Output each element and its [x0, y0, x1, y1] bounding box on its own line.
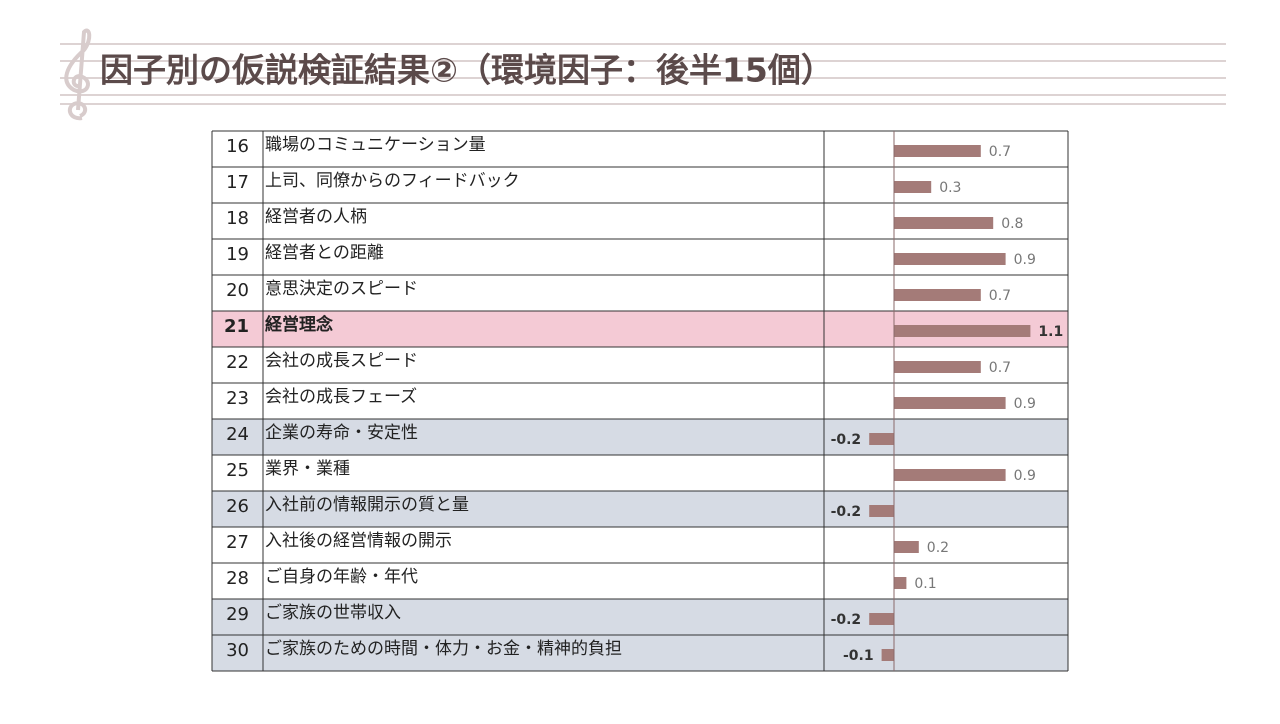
row-number: 30 [226, 640, 249, 661]
value-label: 0.9 [1014, 396, 1036, 412]
row-label: ご家族の世帯収入 [265, 603, 401, 623]
bar [894, 181, 932, 193]
row-background [212, 599, 1068, 635]
bar [894, 361, 981, 373]
row-number: 18 [226, 208, 249, 229]
value-label: -0.1 [843, 648, 874, 664]
row-number: 28 [226, 568, 249, 589]
bar [881, 649, 894, 661]
value-label: -0.2 [831, 432, 862, 448]
row-label: 経営理念 [265, 314, 333, 335]
value-label: 0.7 [989, 288, 1011, 304]
bar [894, 469, 1006, 481]
row-background [212, 635, 1068, 671]
value-label: 0.2 [927, 540, 949, 556]
value-label: -0.2 [831, 612, 862, 628]
row-label: ご自身の年齢・年代 [265, 567, 418, 587]
row-number: 22 [226, 352, 249, 373]
row-label: 経営者の人柄 [265, 207, 367, 227]
value-label: 0.8 [1001, 216, 1023, 232]
value-label: 1.1 [1038, 324, 1063, 340]
table: 16 職場のコミュニケーション量 0.7 17 上司、同僚からのフィードバック 0.3 18… [211, 130, 1069, 672]
row-label: ご家族のための時間・体力・お金・精神的負担 [265, 639, 622, 659]
row-label: 企業の寿命・安定性 [265, 423, 418, 443]
row-number: 19 [226, 244, 249, 265]
row-label: 会社の成長フェーズ [265, 387, 417, 407]
bar [894, 145, 981, 157]
row-label: 会社の成長スピード [265, 351, 418, 371]
bar [894, 577, 907, 589]
row-label: 経営者との距離 [265, 243, 384, 263]
row-number: 27 [226, 532, 249, 553]
row-label: 業界・業種 [265, 459, 350, 479]
bar [894, 289, 981, 301]
bar [869, 433, 894, 445]
row-number: 24 [226, 424, 249, 445]
row-number: 23 [226, 388, 249, 409]
bar [894, 541, 919, 553]
clef-icon [64, 28, 92, 121]
row-background [212, 527, 1068, 563]
bar [894, 325, 1031, 337]
row-background [212, 491, 1068, 527]
row-label: 職場のコミュニケーション量 [265, 135, 486, 155]
bar [894, 217, 994, 229]
value-label: 0.9 [1014, 468, 1036, 484]
bar [894, 397, 1006, 409]
value-label: 0.7 [989, 360, 1011, 376]
row-label: 入社後の経営情報の開示 [265, 531, 452, 551]
row-background [212, 419, 1068, 455]
row-label: 上司、同僚からのフィードバック [265, 171, 520, 191]
row-number: 29 [226, 604, 249, 625]
row-label: 意思決定のスピード [265, 279, 418, 299]
slide-title: 因子別の仮説検証結果②（環境因子：後半15個） [100, 51, 834, 90]
value-label: 0.9 [1014, 252, 1036, 268]
value-label: 0.3 [939, 180, 961, 196]
row-number: 26 [226, 496, 249, 517]
bar [894, 253, 1006, 265]
staff-lines [60, 43, 1226, 105]
value-label: 0.7 [989, 144, 1011, 160]
bar [869, 613, 894, 625]
row-label: 入社前の情報開示の質と量 [265, 495, 469, 515]
row-number: 25 [226, 460, 249, 481]
bar [869, 505, 894, 517]
value-label: 0.1 [914, 576, 936, 592]
row-number: 16 [226, 136, 249, 157]
row-number: 20 [226, 280, 249, 301]
row-background [212, 563, 1068, 599]
row-number: 21 [224, 316, 249, 337]
row-number: 17 [226, 172, 249, 193]
value-label: -0.2 [831, 504, 862, 520]
